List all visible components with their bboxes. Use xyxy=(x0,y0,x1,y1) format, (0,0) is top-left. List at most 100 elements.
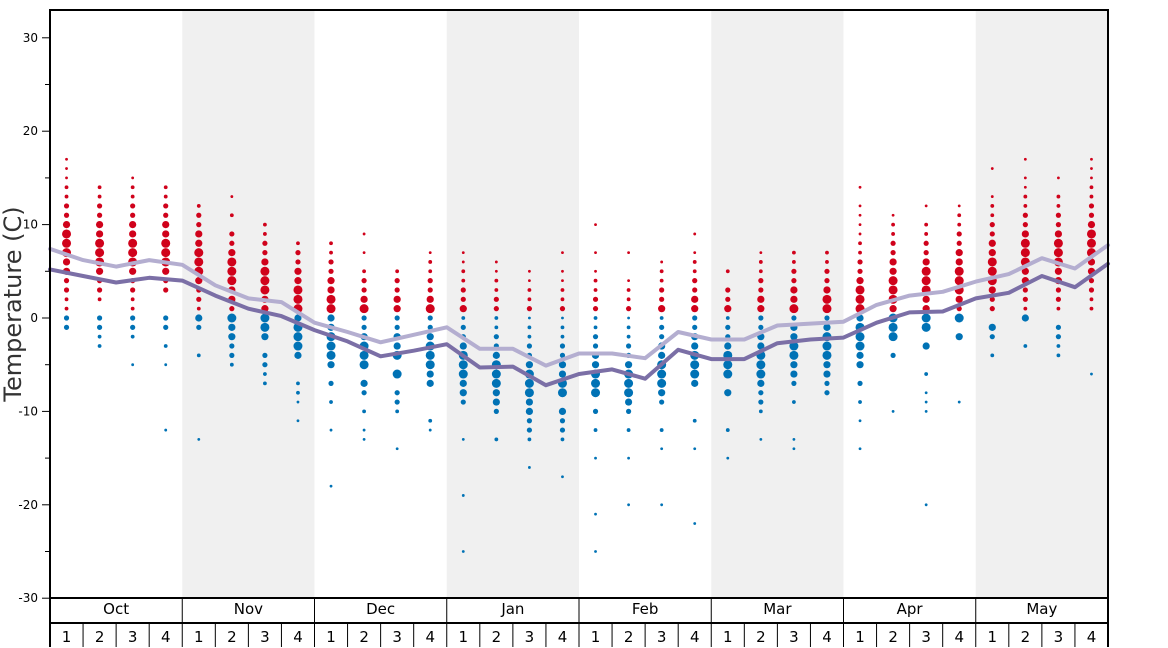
cold-dot xyxy=(359,360,369,370)
warm-dot xyxy=(1089,185,1094,190)
warm-dot xyxy=(195,277,203,285)
cold-dot xyxy=(260,322,270,332)
warm-dot xyxy=(128,238,138,248)
warm-dot xyxy=(955,295,963,303)
week-label: 1 xyxy=(62,628,72,646)
cold-dot xyxy=(559,352,566,358)
warm-dot xyxy=(97,185,102,190)
cold-dot xyxy=(63,315,70,321)
cold-dot xyxy=(293,341,303,351)
warm-dot xyxy=(161,238,171,248)
cold-dot xyxy=(626,325,631,330)
cold-dot xyxy=(491,369,501,379)
warm-dot xyxy=(1090,167,1093,170)
cold-dot xyxy=(394,399,400,405)
cold-dot xyxy=(924,400,928,404)
warm-dot xyxy=(528,279,531,283)
warm-dot xyxy=(956,240,962,246)
warm-dot xyxy=(1089,194,1094,199)
cold-dot xyxy=(494,325,499,330)
warm-dot xyxy=(592,296,599,302)
warm-dot xyxy=(130,297,135,302)
cold-dot xyxy=(361,324,367,330)
warm-dot xyxy=(889,305,897,313)
cold-dot xyxy=(691,379,699,387)
cold-dot xyxy=(693,522,697,525)
warm-dot xyxy=(625,306,632,312)
cold-dot xyxy=(922,342,930,350)
warm-dot xyxy=(560,288,565,292)
week-label: 3 xyxy=(525,628,535,646)
y-tick-label: -30 xyxy=(18,591,38,605)
warm-dot xyxy=(195,230,203,238)
cold-dot xyxy=(559,427,566,433)
warm-dot xyxy=(1056,194,1061,199)
cold-dot xyxy=(560,325,565,330)
cold-dot xyxy=(627,503,630,507)
cold-dot xyxy=(1021,314,1029,322)
warm-dot xyxy=(924,204,928,208)
warm-dot xyxy=(96,203,103,209)
warm-dot xyxy=(659,278,664,283)
cold-dot xyxy=(594,550,597,553)
warm-dot xyxy=(692,260,697,264)
warm-dot xyxy=(494,288,499,292)
cold-dot xyxy=(362,438,366,441)
week-label: 2 xyxy=(227,628,237,646)
week-label: 2 xyxy=(359,628,369,646)
warm-dot xyxy=(360,295,368,303)
cold-dot xyxy=(594,456,597,460)
warm-dot xyxy=(1056,306,1061,311)
week-label: 1 xyxy=(459,628,469,646)
cold-dot xyxy=(557,388,567,398)
warm-dot xyxy=(824,278,830,284)
cold-dot xyxy=(393,342,401,350)
warm-dot xyxy=(129,267,137,275)
cold-dot xyxy=(660,447,664,451)
cold-dot xyxy=(624,378,634,388)
cold-dot xyxy=(130,315,136,321)
warm-dot xyxy=(1021,267,1029,275)
cold-dot xyxy=(459,342,467,350)
warm-dot xyxy=(64,185,69,190)
month-band-shaded xyxy=(182,10,315,598)
cold-dot xyxy=(360,379,368,387)
cold-dot xyxy=(792,438,796,441)
week-label: 3 xyxy=(128,628,138,646)
cold-dot xyxy=(327,361,335,369)
warm-dot xyxy=(263,222,267,227)
cold-dot xyxy=(196,353,201,358)
warm-dot xyxy=(461,251,465,255)
cold-dot xyxy=(891,410,895,413)
month-label: Nov xyxy=(234,600,263,618)
cold-dot xyxy=(659,399,665,405)
warm-dot xyxy=(626,288,631,292)
warm-dot xyxy=(426,295,434,303)
cold-dot xyxy=(593,316,598,320)
warm-dot xyxy=(95,221,104,229)
cold-dot xyxy=(130,334,135,339)
warm-dot xyxy=(725,287,731,293)
warm-dot xyxy=(858,241,862,246)
cold-dot xyxy=(461,550,465,553)
warm-dot xyxy=(923,240,929,246)
warm-dot xyxy=(989,231,995,237)
warm-dot xyxy=(65,176,68,180)
cold-dot xyxy=(888,332,898,342)
warm-dot xyxy=(162,267,170,275)
month-shading-bands xyxy=(182,10,1108,598)
warm-dot xyxy=(428,251,432,255)
warm-dot xyxy=(296,241,300,246)
cold-dot xyxy=(263,381,267,386)
warm-dot xyxy=(692,278,698,284)
cold-dot xyxy=(724,342,732,350)
cold-dot xyxy=(327,314,335,322)
warm-dot xyxy=(195,239,203,247)
cold-dot xyxy=(692,315,698,321)
warm-dot xyxy=(130,306,135,311)
cold-dot xyxy=(693,447,697,451)
warm-dot xyxy=(1055,287,1062,293)
cold-dot xyxy=(460,399,466,405)
cold-dot xyxy=(659,428,664,432)
cold-dot xyxy=(789,350,799,360)
